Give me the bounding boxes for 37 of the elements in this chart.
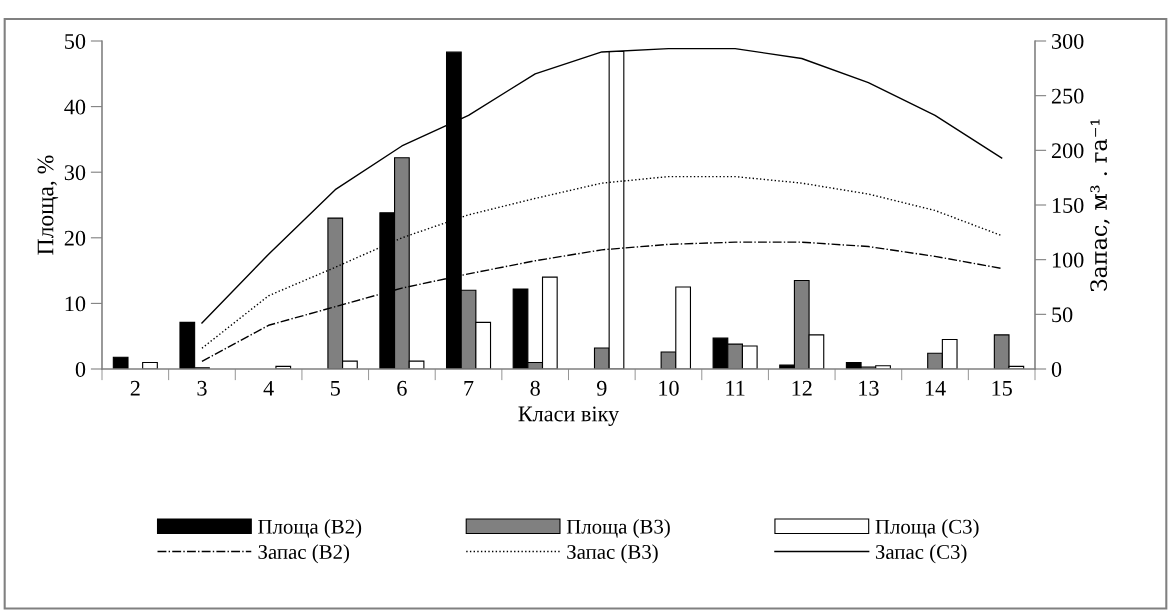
- x-tick-label: 7: [464, 380, 474, 396]
- x-axis-title: Класи віку: [518, 406, 620, 426]
- legend-label: Запас (С3): [875, 544, 967, 564]
- bar: [112, 356, 129, 369]
- x-tick-label: 11: [726, 380, 745, 396]
- legend-label: Площа (С3): [875, 519, 979, 538]
- x-tick-label: 4: [263, 380, 274, 396]
- legend-label: Площа (В3): [566, 519, 670, 538]
- legend-label: Запас (В3): [567, 544, 658, 564]
- x-tick-label: 13: [859, 380, 879, 396]
- x-tick-label: 2: [130, 380, 140, 396]
- y2-tick-label: 200: [1051, 143, 1084, 159]
- y2-tick-label: 300: [1052, 33, 1084, 49]
- x-tick-label: 6: [397, 380, 407, 396]
- x-tick-label: 5: [330, 380, 340, 396]
- x-tick-label: 9: [596, 380, 607, 396]
- y2-axis-title: Запас, м³ . га⁻¹: [1090, 119, 1110, 292]
- y-tick-label: 20: [64, 230, 86, 246]
- y2-tick-label: 150: [1052, 197, 1084, 213]
- x-tick-label: 3: [197, 380, 207, 396]
- x-tick-label: 8: [530, 380, 540, 396]
- y-axis-title: Площа, %: [37, 155, 59, 255]
- y2-tick-label: 100: [1052, 252, 1084, 268]
- x-tick-label: 15: [992, 380, 1012, 396]
- y2-tick-label: 250: [1051, 88, 1084, 104]
- y-tick-label: 0: [75, 361, 86, 377]
- y2-tick-label: 50: [1052, 307, 1073, 323]
- y-tick-label: 10: [65, 296, 86, 312]
- legend-label: Площа (В2): [258, 519, 362, 538]
- x-tick-label: 10: [659, 380, 679, 396]
- legend-label: Запас (В2): [258, 544, 350, 564]
- x-tick-label: 14: [925, 380, 946, 396]
- y-tick-label: 50: [65, 33, 86, 49]
- y-tick-label: 30: [64, 165, 86, 181]
- x-tick-label: 12: [792, 380, 812, 396]
- y2-tick-label: 0: [1051, 361, 1062, 377]
- y-tick-label: 40: [64, 99, 86, 115]
